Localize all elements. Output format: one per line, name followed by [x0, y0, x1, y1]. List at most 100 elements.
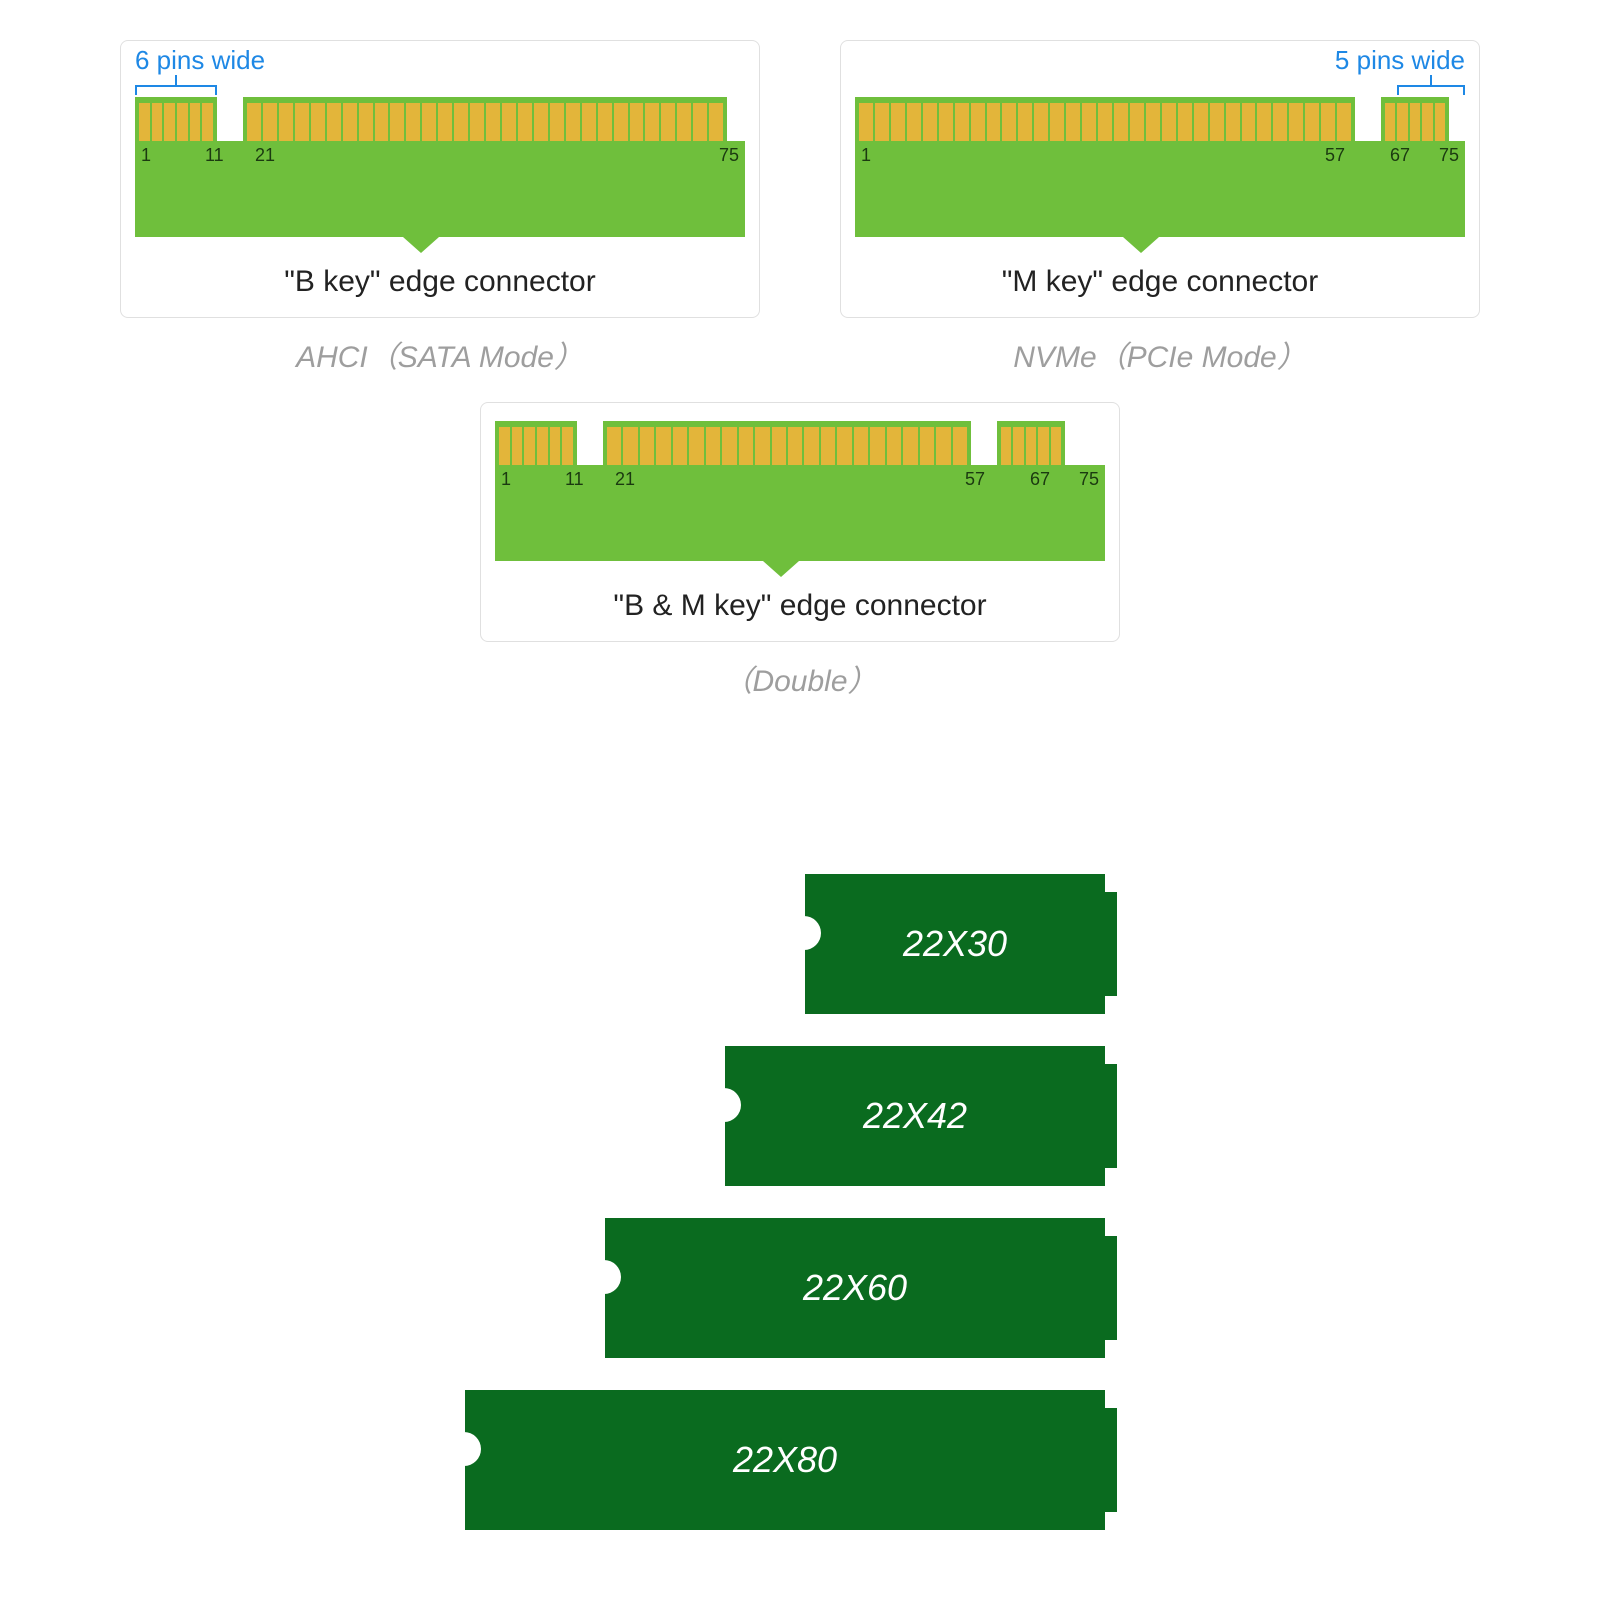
- pin: [939, 103, 953, 141]
- pin: [656, 427, 670, 465]
- b-key-connector: 6 pins wide 1 11 21 75 "B key" edge conn…: [120, 40, 760, 318]
- pin: [1130, 103, 1144, 141]
- pin: [177, 103, 188, 141]
- b-key-pins-label: 6 pins wide: [135, 45, 265, 76]
- b-key-card: 6 pins wide 1 11 21 75 "B key" edge conn…: [120, 40, 760, 376]
- pin: [971, 103, 985, 141]
- sizes-section: 22X30 22X42 22X60 22X80: [465, 874, 1135, 1530]
- size-label: 22X42: [863, 1095, 967, 1137]
- pin: [486, 103, 500, 141]
- pin: [870, 427, 884, 465]
- pin: [722, 427, 736, 465]
- pin-number: 1: [861, 145, 871, 166]
- m-key-mode: NVMe（PCIe Mode）: [840, 332, 1480, 376]
- pin-number: 21: [255, 145, 275, 166]
- pin: [706, 427, 720, 465]
- pin: [152, 103, 163, 141]
- pin: [139, 103, 150, 141]
- pin: [821, 427, 835, 465]
- pin: [1038, 427, 1048, 465]
- pin-number: 21: [615, 469, 635, 490]
- pin: [859, 103, 873, 141]
- pin-number: 57: [1325, 145, 1345, 166]
- pin: [1289, 103, 1303, 141]
- pin: [1194, 103, 1208, 141]
- pin: [1050, 103, 1064, 141]
- pin: [1422, 103, 1432, 141]
- pin: [630, 103, 644, 141]
- pcb-notch-icon: [1123, 237, 1159, 253]
- pin: [534, 103, 548, 141]
- size-label: 22X60: [803, 1267, 907, 1309]
- pin: [518, 103, 532, 141]
- pin: [1226, 103, 1240, 141]
- pin: [263, 103, 277, 141]
- pin-number: 75: [1079, 469, 1099, 490]
- pin: [512, 427, 523, 465]
- pin: [1001, 427, 1011, 465]
- pin: [1002, 103, 1016, 141]
- pin: [907, 103, 921, 141]
- pin: [953, 427, 967, 465]
- size-card: 22X60: [605, 1218, 1105, 1358]
- m-key-card: 5 pins wide 1 57 67 75 "M key" edge conn…: [840, 40, 1480, 376]
- pin: [837, 427, 851, 465]
- pin: [903, 427, 917, 465]
- pin: [359, 103, 373, 141]
- pin: [1034, 103, 1048, 141]
- m-key-pins-label: 5 pins wide: [1335, 45, 1465, 76]
- pin: [327, 103, 341, 141]
- pin-number: 11: [205, 145, 224, 166]
- pin: [987, 103, 1001, 141]
- pin: [343, 103, 357, 141]
- pin: [1397, 103, 1407, 141]
- pin: [920, 427, 934, 465]
- pin: [1337, 103, 1351, 141]
- b-key-mode: AHCI（SATA Mode）: [120, 332, 760, 376]
- pin: [375, 103, 389, 141]
- pin: [640, 427, 654, 465]
- pin-number: 11: [565, 469, 584, 490]
- pin: [279, 103, 293, 141]
- pin: [1082, 103, 1096, 141]
- pin: [854, 427, 868, 465]
- pin-number: 57: [965, 469, 985, 490]
- pin: [709, 103, 723, 141]
- pin: [1210, 103, 1224, 141]
- pin: [673, 427, 687, 465]
- pin: [693, 103, 707, 141]
- size-label: 22X30: [903, 923, 1007, 965]
- pin: [1066, 103, 1080, 141]
- pin: [1321, 103, 1335, 141]
- pin: [1385, 103, 1395, 141]
- bm-key-mode: （Double）: [480, 656, 1120, 700]
- pin: [295, 103, 309, 141]
- pin: [875, 103, 889, 141]
- pin: [645, 103, 659, 141]
- pin-number: 1: [141, 145, 151, 166]
- pin: [550, 427, 561, 465]
- pin: [661, 103, 675, 141]
- pin: [582, 103, 596, 141]
- pin: [454, 103, 468, 141]
- pin-number: 75: [719, 145, 739, 166]
- bm-key-title: "B & M key" edge connector: [495, 589, 1105, 623]
- b-key-pcb: 1 11 21 75: [135, 97, 745, 237]
- pin: [1435, 103, 1445, 141]
- pcb-notch-icon: [403, 237, 439, 253]
- size-card: 22X80: [465, 1390, 1105, 1530]
- pin: [550, 103, 564, 141]
- pin-number: 67: [1030, 469, 1050, 490]
- m-key-bracket: [1397, 85, 1465, 95]
- pin: [1098, 103, 1112, 141]
- pin: [804, 427, 818, 465]
- pin: [422, 103, 436, 141]
- pin: [1410, 103, 1420, 141]
- pin: [202, 103, 213, 141]
- pin: [390, 103, 404, 141]
- pin: [607, 427, 621, 465]
- pin: [311, 103, 325, 141]
- pin: [689, 427, 703, 465]
- pin: [887, 427, 901, 465]
- pin: [598, 103, 612, 141]
